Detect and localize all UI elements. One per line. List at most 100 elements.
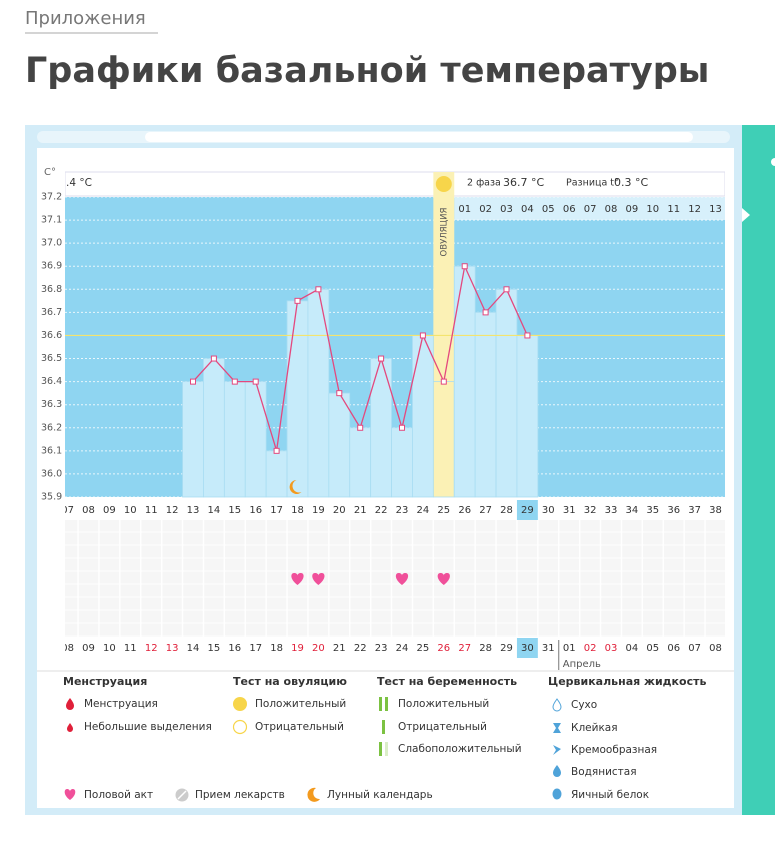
bar — [244, 381, 267, 498]
today-day-box — [516, 500, 538, 520]
day-label: 34 — [626, 505, 639, 516]
breadcrumb[interactable]: Приложения — [25, 8, 146, 29]
day-label: 15 — [228, 505, 241, 516]
phase2-day: 11 — [667, 204, 680, 215]
legend-title: Тест на овуляцию — [233, 675, 347, 688]
day-label: 21 — [354, 505, 367, 516]
legend-item: Кремообразная — [571, 744, 657, 756]
phase2-day: 09 — [626, 204, 639, 215]
temperature-point — [231, 378, 238, 385]
legend-item: Половой акт — [84, 789, 153, 801]
day-label: 13 — [187, 505, 200, 516]
bar — [307, 288, 330, 498]
legend-item: Клейкая — [571, 722, 618, 734]
legend-icon — [385, 742, 388, 756]
date-label: 25 — [417, 643, 430, 654]
y-tick-label: 36.1 — [41, 445, 62, 456]
scroll-thumb[interactable] — [145, 132, 693, 142]
intercourse-heart — [395, 573, 409, 585]
day-label: 35 — [646, 505, 659, 516]
y-tick-label: 36.0 — [41, 468, 62, 479]
day-label: 31 — [563, 505, 576, 516]
legend-icon — [382, 720, 385, 734]
temperature-point — [461, 263, 468, 270]
legend-title: Цервикальная жидкость — [548, 675, 706, 688]
legend-item: Отрицательный — [398, 721, 487, 733]
legend-icon — [379, 697, 382, 711]
day-label: 24 — [417, 505, 430, 516]
day-label: 12 — [166, 505, 179, 516]
phase2-day: 08 — [605, 204, 618, 215]
y-tick-label: 36.5 — [41, 353, 62, 364]
date-label: 01 — [563, 643, 576, 654]
day-label: 11 — [145, 505, 158, 516]
date-label: 08 — [61, 643, 74, 654]
day-label: 27 — [479, 505, 492, 516]
date-label: 05 — [646, 643, 659, 654]
date-label: 23 — [375, 643, 388, 654]
temperature-point — [482, 309, 489, 316]
legend-icon — [553, 745, 561, 755]
date-label: 18 — [270, 643, 283, 654]
bar — [203, 358, 225, 498]
legend-item: Менструация — [84, 698, 158, 710]
month-label: Апрель — [563, 659, 601, 670]
moon-icon — [289, 480, 302, 494]
intercourse-heart — [291, 573, 304, 585]
legend-item: Прием лекарств — [195, 789, 285, 801]
bar — [223, 381, 246, 498]
y-tick-label: 37.1 — [41, 215, 62, 226]
phase1-temp: .4 °C — [66, 177, 92, 189]
date-label: 13 — [166, 643, 179, 654]
legend-item: Положительный — [255, 698, 346, 710]
legend-item: Слабоположительный — [398, 743, 522, 755]
temperature-point — [419, 332, 426, 339]
legend-icon — [177, 790, 187, 800]
event-area — [65, 520, 725, 637]
y-tick-label: 36.3 — [41, 399, 62, 410]
day-label: 30 — [542, 505, 555, 516]
day-label: 32 — [584, 505, 597, 516]
legend-icon — [233, 697, 247, 711]
date-label: 15 — [208, 643, 221, 654]
temperature-point — [273, 447, 280, 454]
bar — [370, 358, 392, 498]
y-tick-label: 36.2 — [41, 422, 62, 433]
day-label: 25 — [437, 505, 450, 516]
header-band — [65, 171, 725, 197]
date-label: 30 — [521, 643, 534, 654]
temperature-point — [440, 378, 447, 385]
bar — [495, 288, 518, 498]
day-label: 37 — [688, 505, 701, 516]
day-label: 09 — [103, 505, 116, 516]
y-tick-label: 35.9 — [41, 492, 62, 503]
legend-icon — [553, 765, 561, 777]
day-label: 36 — [667, 505, 680, 516]
day-label: 18 — [291, 505, 304, 516]
date-label: 09 — [82, 643, 95, 654]
legend-icon — [553, 723, 561, 733]
phase2-header — [454, 197, 725, 220]
temperature-point — [252, 378, 259, 385]
legend-icon — [64, 789, 76, 800]
day-label: 22 — [375, 505, 388, 516]
date-label: 28 — [479, 643, 492, 654]
date-label: 11 — [124, 643, 137, 654]
legend-item: Сухо — [571, 699, 597, 711]
legend-icon — [552, 698, 562, 712]
date-label: 03 — [605, 643, 618, 654]
phase2-temp: 36.7 °C — [503, 176, 544, 189]
day-label: 07 — [61, 505, 74, 516]
bar — [432, 381, 455, 498]
date-label: 20 — [312, 643, 325, 654]
legend-item: Лунный календарь — [327, 789, 433, 801]
bar — [182, 381, 204, 498]
bar — [265, 450, 288, 498]
temperature-point — [524, 332, 531, 339]
day-label: 08 — [82, 505, 95, 516]
day-label: 19 — [312, 505, 325, 516]
legend: Менструация Тест на овуляцию Тест на бер… — [63, 675, 706, 802]
y-tick-label: 36.4 — [41, 376, 62, 387]
